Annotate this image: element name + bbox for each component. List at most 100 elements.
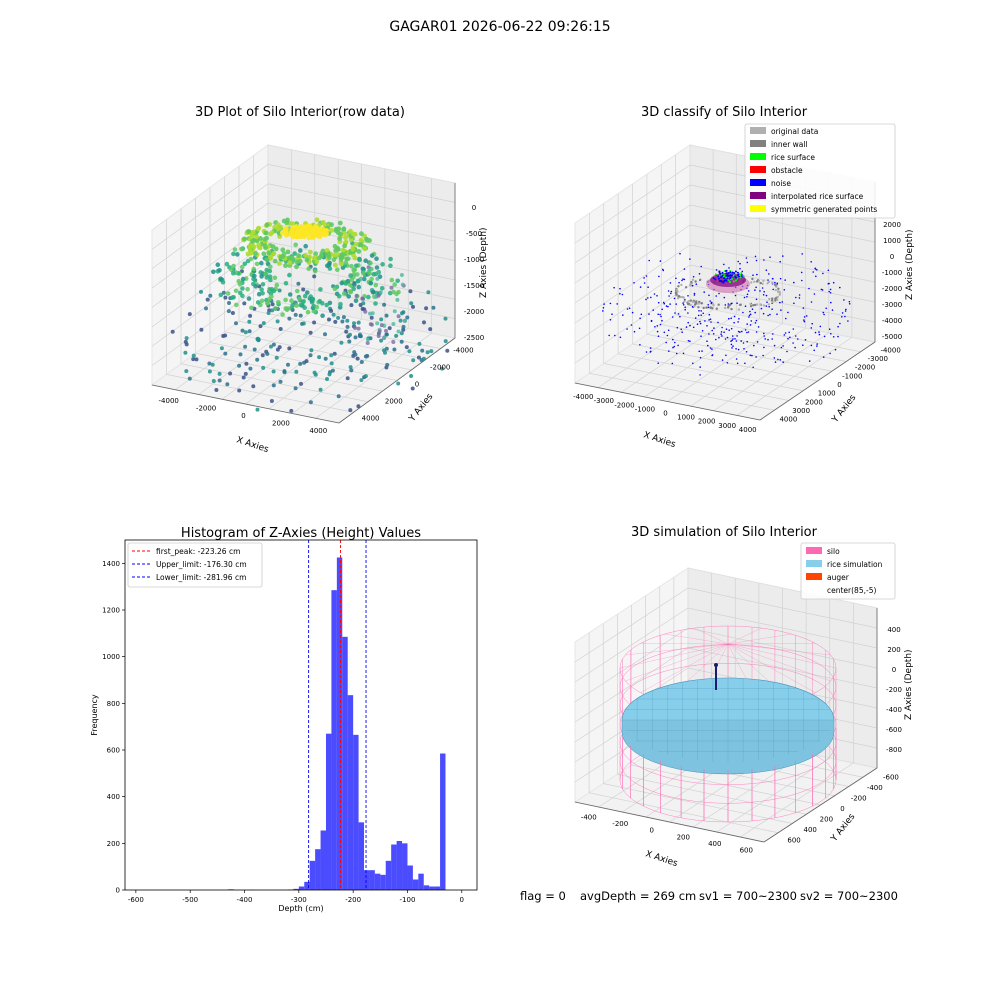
data-point (356, 326, 361, 331)
wall-point (750, 281, 753, 284)
noise-point (780, 346, 783, 349)
noise-point (773, 344, 776, 347)
wall-point (730, 307, 733, 311)
data-point (344, 256, 349, 262)
data-point (332, 286, 338, 292)
noise-point (787, 311, 789, 314)
noise-point (701, 350, 703, 352)
histogram-bar (293, 888, 299, 890)
data-point (370, 311, 375, 316)
noise-point (739, 267, 741, 270)
noise-point (671, 362, 674, 365)
noise-point (772, 288, 774, 291)
data-point (233, 288, 239, 294)
wall-point (693, 305, 696, 308)
data-point (345, 324, 350, 329)
grid-line (267, 164, 456, 203)
wall-point (680, 283, 683, 287)
noise-point (759, 290, 761, 292)
data-point (243, 344, 248, 349)
data-point (251, 281, 256, 287)
panel1-y-tick: -4000 (453, 347, 473, 355)
data-point (352, 255, 358, 261)
panel4-x-tick: -200 (612, 820, 628, 828)
data-point (370, 290, 376, 295)
data-point (376, 334, 381, 338)
data-point (440, 366, 444, 371)
noise-point (837, 325, 839, 328)
noise-point (743, 296, 746, 299)
silo-roof (625, 643, 729, 682)
histogram-x-ticks: -600 -500 -400 -300 -200 -100 0 (128, 890, 464, 904)
data-point (294, 369, 299, 374)
data-point (342, 243, 347, 249)
noise-point (640, 313, 643, 316)
data-point (339, 261, 344, 267)
data-point (315, 232, 321, 238)
data-point (217, 378, 222, 383)
y-tick-label: 1000 (102, 653, 120, 661)
panel4-x-tick: 400 (708, 840, 721, 848)
axis-edge (759, 341, 876, 421)
histogram-bar (374, 873, 381, 890)
noise-point (755, 298, 758, 301)
data-point (224, 261, 230, 267)
data-point (369, 315, 374, 320)
noise-point (609, 302, 612, 305)
noise-point (657, 335, 660, 338)
data-point (248, 313, 253, 318)
data-point (232, 247, 238, 252)
noise-point (699, 320, 701, 323)
wall-point (677, 285, 680, 288)
histogram-bar (309, 860, 316, 890)
noise-point (731, 335, 734, 337)
data-point (242, 236, 248, 242)
data-point (303, 243, 309, 249)
data-point (239, 246, 245, 252)
data-point (443, 316, 448, 321)
data-point (353, 335, 358, 340)
data-point (359, 360, 364, 364)
noise-point (792, 342, 794, 344)
data-point (329, 308, 334, 313)
noise-point (657, 301, 660, 304)
data-point (428, 327, 433, 332)
data-point (353, 241, 359, 247)
noise-point (774, 281, 776, 284)
panel2-zlabel: Z Axies (Depth) (905, 229, 915, 300)
noise-point (676, 326, 679, 329)
legend-swatch (750, 127, 766, 134)
noise-point (718, 336, 720, 339)
data-point (332, 262, 338, 268)
noise-point (789, 336, 791, 339)
data-point (275, 319, 280, 324)
y-tick-label: 800 (107, 700, 120, 708)
noise-point (798, 294, 801, 296)
data-point (317, 355, 322, 360)
noise-point (671, 316, 674, 318)
data-point (339, 340, 344, 345)
noise-point (663, 331, 666, 334)
data-point (350, 231, 356, 237)
noise-point (723, 263, 725, 266)
panel2-x-tick: -2000 (614, 401, 634, 409)
data-point (225, 382, 230, 387)
noise-point (711, 329, 713, 332)
noise-point (717, 321, 719, 324)
x-tick-label: -300 (291, 896, 307, 904)
data-point (218, 292, 224, 298)
data-point (327, 317, 331, 322)
data-point (359, 231, 364, 237)
noise-point (691, 284, 694, 287)
grid-line (667, 323, 783, 402)
data-point (183, 339, 188, 344)
data-point (320, 248, 326, 254)
grid-line (151, 164, 269, 250)
grid-line (574, 204, 691, 284)
noise-point (730, 303, 732, 305)
data-point (363, 374, 368, 379)
panel-classify-3d: 3D classify of Silo Interior -4000-3000-… (573, 105, 915, 450)
histogram-bar (407, 865, 413, 890)
legend-label: Lower_limit: -281.96 cm (156, 573, 246, 582)
data-point (404, 345, 409, 350)
